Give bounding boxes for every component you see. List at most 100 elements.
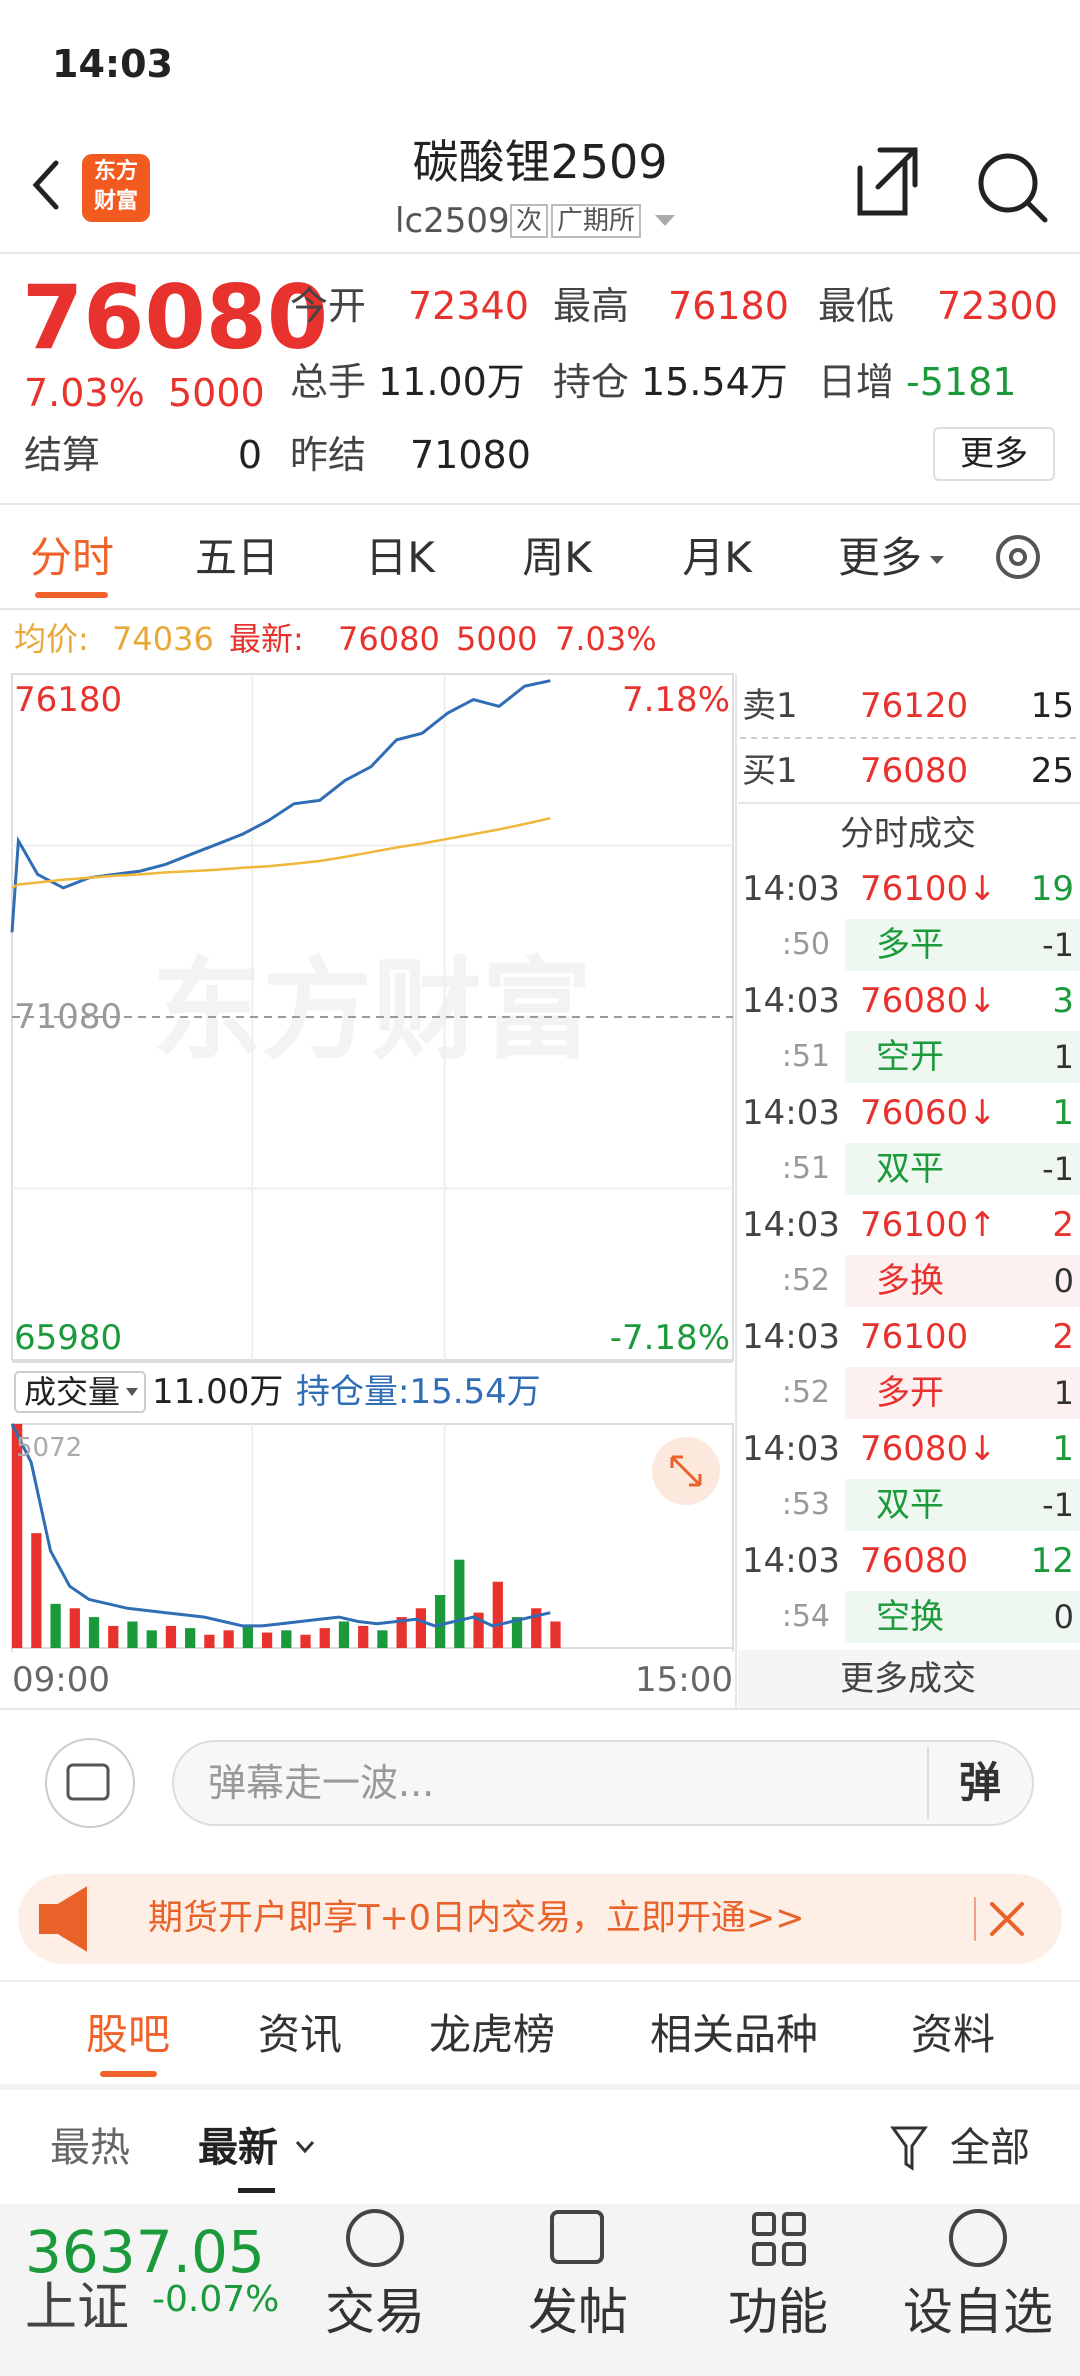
field-value: -5181 (906, 360, 1017, 404)
close-icon[interactable] (990, 1902, 1024, 1936)
trade-kind: 双平 (876, 1149, 944, 1189)
tab[interactable]: 周K (522, 533, 592, 582)
selector-box[interactable] (14, 1371, 146, 1413)
watchlist-icon[interactable] (949, 2209, 1007, 2267)
volume-bar (492, 1581, 503, 1648)
danmaku-button[interactable]: 弹 (958, 1758, 1002, 1807)
trade-time: 14:03 (742, 869, 840, 909)
trade-second: :50 (781, 927, 830, 962)
tab[interactable]: 日K (365, 533, 435, 582)
volume-bar (31, 1533, 42, 1648)
tab[interactable]: 月K (682, 533, 752, 582)
section-tab[interactable]: 相关品种 (649, 2010, 819, 2059)
field-value: 71080 (410, 433, 531, 477)
banner-bg[interactable] (18, 1874, 1062, 1964)
volume-bar (88, 1617, 100, 1648)
volume-bar (358, 1625, 369, 1648)
field-value: 72340 (408, 284, 529, 328)
trade-second: :51 (781, 1039, 830, 1074)
index-value: 3637.05 (25, 2218, 265, 2286)
contract-code: lc2509 (395, 201, 510, 241)
trade-second: :51 (781, 1151, 830, 1186)
trade-kind: 多开 (876, 1373, 944, 1413)
section-tab[interactable]: 股吧 (85, 2010, 171, 2059)
function-icon[interactable] (752, 2212, 806, 2266)
sort-hot[interactable]: 最热 (50, 2125, 130, 2171)
trade-time: 14:03 (742, 1317, 840, 1357)
tag: 次 (510, 204, 549, 238)
logo-text: 财富 (93, 189, 139, 214)
last-price: 76080 (22, 266, 329, 369)
separator (0, 1980, 1080, 1982)
trade-time: 14:03 (742, 1205, 840, 1245)
sell-price: 76120 (860, 686, 969, 726)
volume-bar (146, 1630, 157, 1648)
buy-price: 76080 (860, 751, 969, 791)
buy-volume: 25 (1030, 751, 1074, 791)
trade-second: :52 (781, 1375, 830, 1410)
trade-volume: 1 (1052, 1429, 1074, 1469)
trade-time: 14:03 (742, 1541, 840, 1581)
open-interest-line (10, 1423, 551, 1628)
trade-icon[interactable] (346, 2209, 404, 2267)
more-trades[interactable]: 更多成交 (840, 1659, 976, 1699)
trade-volume: 2 (1052, 1317, 1074, 1357)
nav-item[interactable]: 发帖 (528, 2283, 628, 2341)
trade-volume: 19 (1030, 869, 1074, 909)
tab[interactable]: 更多 (837, 533, 923, 582)
trade-oi-change: 1 (1053, 1038, 1074, 1076)
field-label: 今开 (290, 284, 367, 328)
separator (0, 503, 1080, 505)
status-time: 14:03 (52, 42, 173, 86)
more-button-label[interactable]: 更多 (960, 434, 1028, 474)
field-label: 最高 (553, 284, 630, 328)
tab-underline (100, 2071, 157, 2077)
search-icon-handle (1025, 200, 1048, 223)
trade-volume: 2 (1052, 1205, 1074, 1245)
comment-icon[interactable] (45, 1738, 135, 1828)
volume-bar (531, 1608, 542, 1648)
sort-underline (238, 2188, 275, 2193)
separator (0, 252, 1080, 254)
share-icon[interactable] (857, 147, 918, 216)
section-tab[interactable]: 资讯 (257, 2010, 343, 2059)
sort-new[interactable]: 最新 (198, 2125, 278, 2171)
tab[interactable]: 分时 (29, 533, 115, 582)
field-label: 结算 (24, 433, 101, 477)
trade-price: 76100 (860, 1317, 969, 1357)
trade-oi-change: 0 (1053, 1598, 1074, 1636)
change-pct: 7.03% (24, 371, 145, 415)
nav-item[interactable]: 交易 (325, 2283, 425, 2341)
input-pill[interactable] (172, 1740, 1034, 1826)
volume-bar (511, 1617, 523, 1648)
filter-icon[interactable] (890, 2126, 928, 2171)
trade-price: 76080↓ (860, 981, 997, 1021)
volume-bar (242, 1625, 253, 1648)
trade-kind: 多平 (876, 925, 944, 965)
post-icon[interactable] (550, 2210, 604, 2264)
trade-time: 14:03 (742, 981, 840, 1021)
field-value: 11.00万 (378, 360, 525, 404)
filter[interactable]: 全部 (950, 2125, 1030, 2171)
last-label: 最新: (229, 620, 304, 658)
separator (0, 608, 1080, 610)
nav-item[interactable]: 功能 (728, 2283, 828, 2341)
banner-text[interactable]: 期货开户即享T+0日内交易，立即开通>> (148, 1898, 805, 1939)
nav-item[interactable]: 设自选 (903, 2283, 1053, 2341)
volume-bar (300, 1634, 311, 1648)
trade-oi-change: 0 (1053, 1262, 1074, 1300)
settings-icon[interactable] (996, 535, 1040, 579)
more-button[interactable] (933, 427, 1055, 481)
pct-value: 7.03% (555, 620, 657, 658)
tab-underline (35, 592, 108, 598)
comment-input[interactable]: 弹幕走一波... (208, 1761, 435, 1805)
volume-bar (223, 1630, 234, 1648)
volume-bar (12, 1424, 23, 1648)
search-icon[interactable] (978, 153, 1038, 213)
back-icon[interactable] (32, 160, 59, 210)
section-tab[interactable]: 龙虎榜 (428, 2010, 556, 2059)
index-change: -0.07% (152, 2279, 280, 2320)
tab[interactable]: 五日 (194, 533, 280, 582)
trade-volume: 12 (1030, 1541, 1074, 1581)
section-tab[interactable]: 资料 (910, 2010, 996, 2059)
